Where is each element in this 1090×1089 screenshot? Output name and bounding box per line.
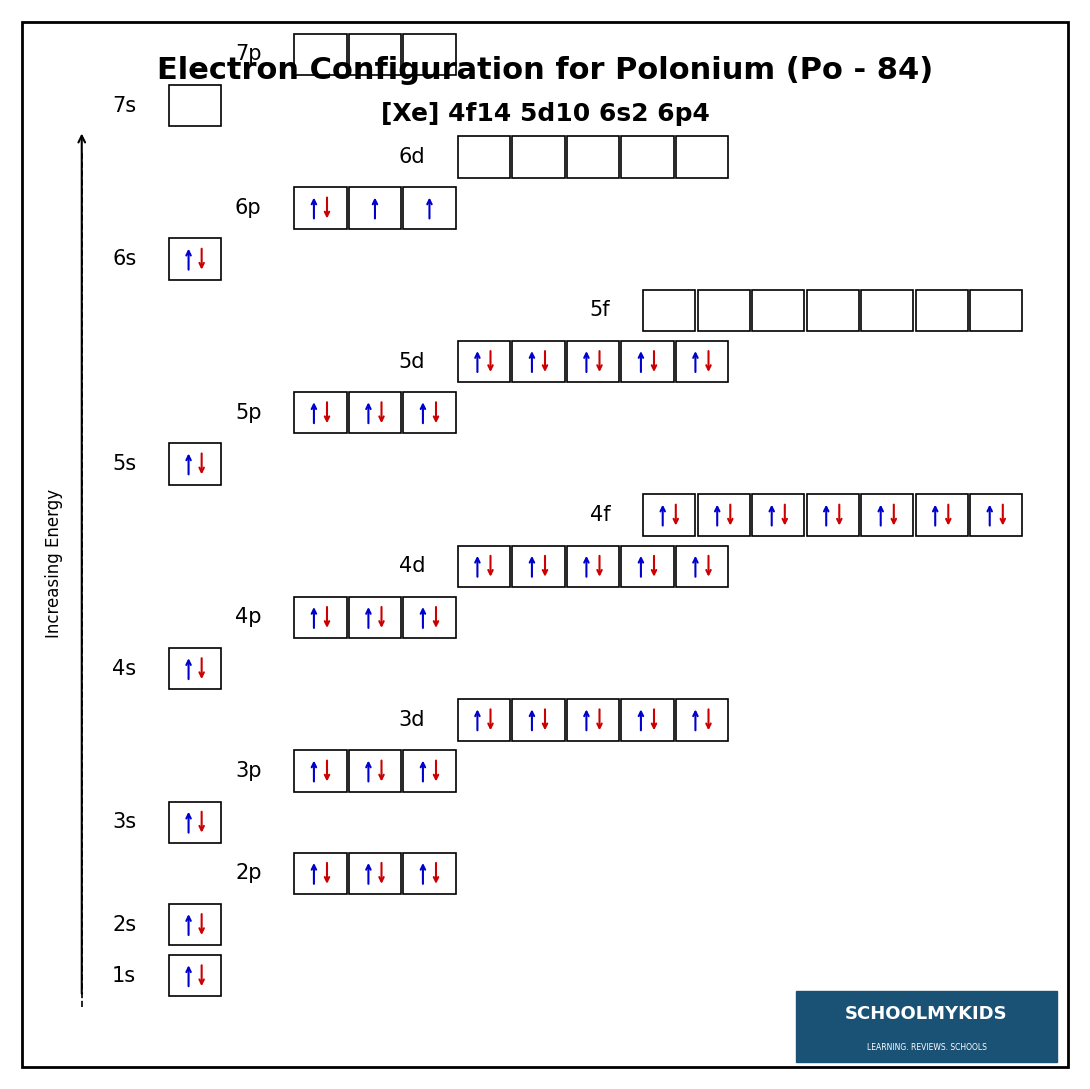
- Text: LEARNING. REVIEWS. SCHOOLS: LEARNING. REVIEWS. SCHOOLS: [867, 1043, 986, 1052]
- Text: 7p: 7p: [235, 45, 262, 64]
- Text: 6d: 6d: [399, 147, 425, 167]
- Bar: [169, 238, 221, 280]
- Bar: [169, 648, 221, 689]
- Bar: [349, 853, 401, 894]
- Bar: [916, 290, 968, 331]
- Bar: [349, 597, 401, 638]
- Text: SCHOOLMYKIDS: SCHOOLMYKIDS: [845, 1005, 1008, 1023]
- FancyBboxPatch shape: [796, 991, 1057, 1062]
- Bar: [807, 494, 859, 536]
- Text: 6p: 6p: [235, 198, 262, 218]
- Bar: [567, 699, 619, 741]
- Bar: [294, 392, 347, 433]
- Bar: [621, 341, 674, 382]
- Bar: [512, 341, 565, 382]
- Text: 3s: 3s: [112, 812, 136, 832]
- Bar: [512, 699, 565, 741]
- Bar: [752, 290, 804, 331]
- Bar: [349, 187, 401, 229]
- Bar: [294, 597, 347, 638]
- Bar: [698, 494, 750, 536]
- Text: 4f: 4f: [590, 505, 610, 525]
- Bar: [294, 34, 347, 75]
- Bar: [621, 136, 674, 178]
- Bar: [458, 341, 510, 382]
- Text: 5d: 5d: [399, 352, 425, 371]
- Bar: [403, 187, 456, 229]
- Bar: [458, 136, 510, 178]
- Bar: [294, 853, 347, 894]
- Text: 7s: 7s: [112, 96, 136, 115]
- Bar: [403, 597, 456, 638]
- Bar: [169, 85, 221, 126]
- FancyBboxPatch shape: [22, 22, 1068, 1067]
- Bar: [512, 136, 565, 178]
- Bar: [567, 136, 619, 178]
- Bar: [676, 546, 728, 587]
- Bar: [676, 341, 728, 382]
- Bar: [403, 392, 456, 433]
- Bar: [676, 699, 728, 741]
- Bar: [698, 290, 750, 331]
- Text: 4p: 4p: [235, 608, 262, 627]
- Bar: [403, 750, 456, 792]
- Bar: [169, 443, 221, 485]
- Text: [Xe] 4f14 5d10 6s2 6p4: [Xe] 4f14 5d10 6s2 6p4: [380, 102, 710, 126]
- Bar: [349, 34, 401, 75]
- Text: 4s: 4s: [112, 659, 136, 678]
- Bar: [512, 546, 565, 587]
- Bar: [676, 136, 728, 178]
- Text: 1s: 1s: [112, 966, 136, 986]
- Text: 5s: 5s: [112, 454, 136, 474]
- Bar: [643, 290, 695, 331]
- Bar: [752, 494, 804, 536]
- Bar: [403, 853, 456, 894]
- Bar: [458, 699, 510, 741]
- Bar: [567, 546, 619, 587]
- Bar: [169, 955, 221, 996]
- Bar: [349, 392, 401, 433]
- Bar: [349, 750, 401, 792]
- Bar: [970, 290, 1022, 331]
- Bar: [169, 802, 221, 843]
- Text: 6s: 6s: [112, 249, 136, 269]
- Bar: [169, 904, 221, 945]
- Text: 3p: 3p: [235, 761, 262, 781]
- Text: 5f: 5f: [590, 301, 610, 320]
- Bar: [807, 290, 859, 331]
- Text: 3d: 3d: [399, 710, 425, 730]
- Text: 5p: 5p: [235, 403, 262, 423]
- Bar: [970, 494, 1022, 536]
- Bar: [294, 187, 347, 229]
- Bar: [621, 546, 674, 587]
- Text: Increasing Energy: Increasing Energy: [46, 489, 63, 638]
- Text: 2p: 2p: [235, 864, 262, 883]
- Bar: [567, 341, 619, 382]
- Bar: [643, 494, 695, 536]
- Text: Electron Configuration for Polonium (Po - 84): Electron Configuration for Polonium (Po …: [157, 57, 933, 85]
- Bar: [861, 290, 913, 331]
- Bar: [916, 494, 968, 536]
- Bar: [403, 34, 456, 75]
- Bar: [294, 750, 347, 792]
- Text: 2s: 2s: [112, 915, 136, 934]
- Text: 4d: 4d: [399, 556, 425, 576]
- Bar: [861, 494, 913, 536]
- Bar: [458, 546, 510, 587]
- Bar: [621, 699, 674, 741]
